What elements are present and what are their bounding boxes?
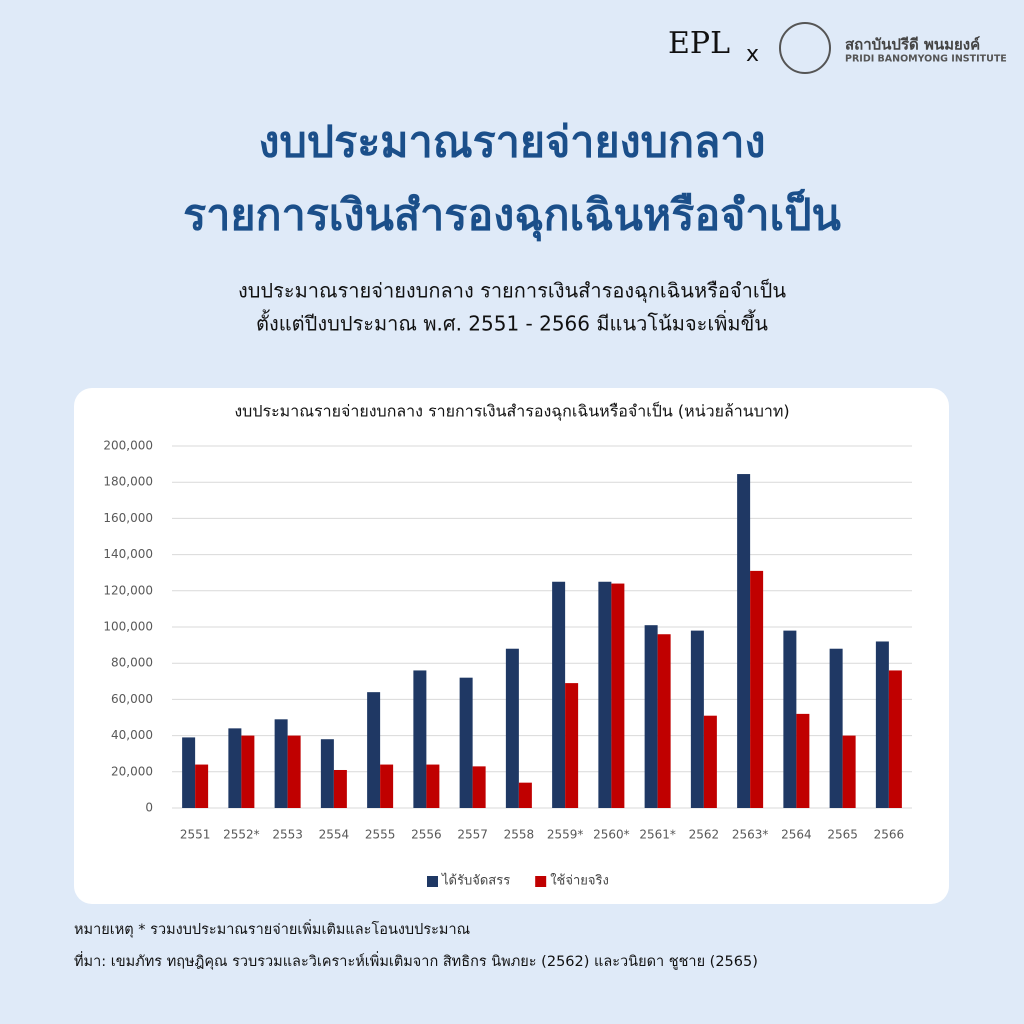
bar xyxy=(552,581,566,808)
x-tick-label: 2558 xyxy=(504,828,535,842)
y-tick-label: 80,000 xyxy=(111,656,153,670)
x-tick-label: 2563* xyxy=(732,828,769,842)
x-tick-label: 2564 xyxy=(781,828,812,842)
subtitle-line: งบประมาณรายจ่ายงบกลาง รายการเงินสำรองฉุก… xyxy=(238,278,786,304)
title-line: งบประมาณรายจ่ายงบกลาง xyxy=(259,118,766,168)
x-tick-label: 2556 xyxy=(411,828,442,842)
bar xyxy=(796,713,810,808)
bar xyxy=(195,764,209,808)
bar xyxy=(611,583,625,808)
y-tick-label: 100,000 xyxy=(103,620,153,634)
x-tick-label: 2562 xyxy=(689,828,720,842)
bar xyxy=(644,625,658,808)
bar xyxy=(842,735,856,808)
bar xyxy=(875,641,889,808)
bar xyxy=(274,719,288,808)
institute-name-en: PRIDI BANOMYONG INSTITUTE xyxy=(845,54,1007,65)
y-tick-label: 200,000 xyxy=(103,439,153,453)
x-tick-label: 2555 xyxy=(365,828,396,842)
bar xyxy=(657,634,671,808)
source: ที่มา: เขมภัทร ทฤษฎิคุณ รวบรวมและวิเคราะ… xyxy=(74,951,758,970)
x-tick-label: 2559* xyxy=(547,828,584,842)
logo-separator: x xyxy=(746,42,759,67)
bar xyxy=(367,692,381,808)
bar xyxy=(737,474,751,808)
bar xyxy=(320,739,334,808)
bar xyxy=(565,683,579,808)
bar xyxy=(472,766,486,808)
legend-label: ใช้จ่ายจริง xyxy=(550,873,609,889)
subtitle-line: ตั้งแต่ปีงบประมาณ พ.ศ. 2551 - 2566 มีแนว… xyxy=(256,310,768,336)
x-tick-label: 2560* xyxy=(593,828,630,842)
bar xyxy=(703,715,717,808)
bar xyxy=(750,570,764,808)
bar xyxy=(333,769,347,808)
x-tick-label: 2557 xyxy=(457,828,488,842)
institute-name-th: สถาบันปรีดี พนมยงค์ xyxy=(845,36,980,54)
legend-label: ได้รับจัดสรร xyxy=(441,873,510,889)
y-tick-label: 120,000 xyxy=(103,583,153,597)
y-tick-label: 20,000 xyxy=(111,764,153,778)
x-tick-label: 2553 xyxy=(272,828,303,842)
y-tick-label: 140,000 xyxy=(103,547,153,561)
bar xyxy=(426,764,440,808)
bar xyxy=(182,737,196,808)
bar xyxy=(241,735,255,808)
title-line: รายการเงินสำรองฉุกเฉินหรือจำเป็น xyxy=(183,189,841,243)
bar xyxy=(228,728,242,808)
bar xyxy=(505,648,519,808)
y-tick-label: 40,000 xyxy=(111,728,153,742)
bar xyxy=(413,670,427,808)
x-tick-label: 2566 xyxy=(874,828,905,842)
bar xyxy=(783,630,797,808)
y-tick-label: 160,000 xyxy=(103,511,153,525)
bar xyxy=(829,648,843,808)
x-tick-label: 2561* xyxy=(639,828,676,842)
bar xyxy=(380,764,394,808)
legend-swatch xyxy=(427,876,438,887)
bar xyxy=(287,735,301,808)
y-tick-label: 0 xyxy=(145,801,153,815)
chart-title: งบประมาณรายจ่ายงบกลาง รายการเงินสำรองฉุก… xyxy=(234,401,789,422)
legend-swatch xyxy=(535,876,547,887)
x-tick-label: 2554 xyxy=(319,828,350,842)
y-tick-label: 180,000 xyxy=(103,475,153,489)
bar xyxy=(459,677,473,808)
bar xyxy=(888,670,902,808)
x-tick-label: 2551 xyxy=(180,828,211,842)
bar xyxy=(598,581,612,808)
logo-epl: EPL xyxy=(668,26,730,61)
institute-logo xyxy=(779,22,831,74)
bar xyxy=(518,782,532,808)
y-tick-label: 60,000 xyxy=(111,692,153,706)
note: หมายเหตุ * รวมงบประมาณรายจ่ายเพิ่มเติมแล… xyxy=(74,919,470,938)
x-tick-label: 2565 xyxy=(827,828,858,842)
x-tick-label: 2552* xyxy=(223,828,260,842)
bar xyxy=(690,630,704,808)
